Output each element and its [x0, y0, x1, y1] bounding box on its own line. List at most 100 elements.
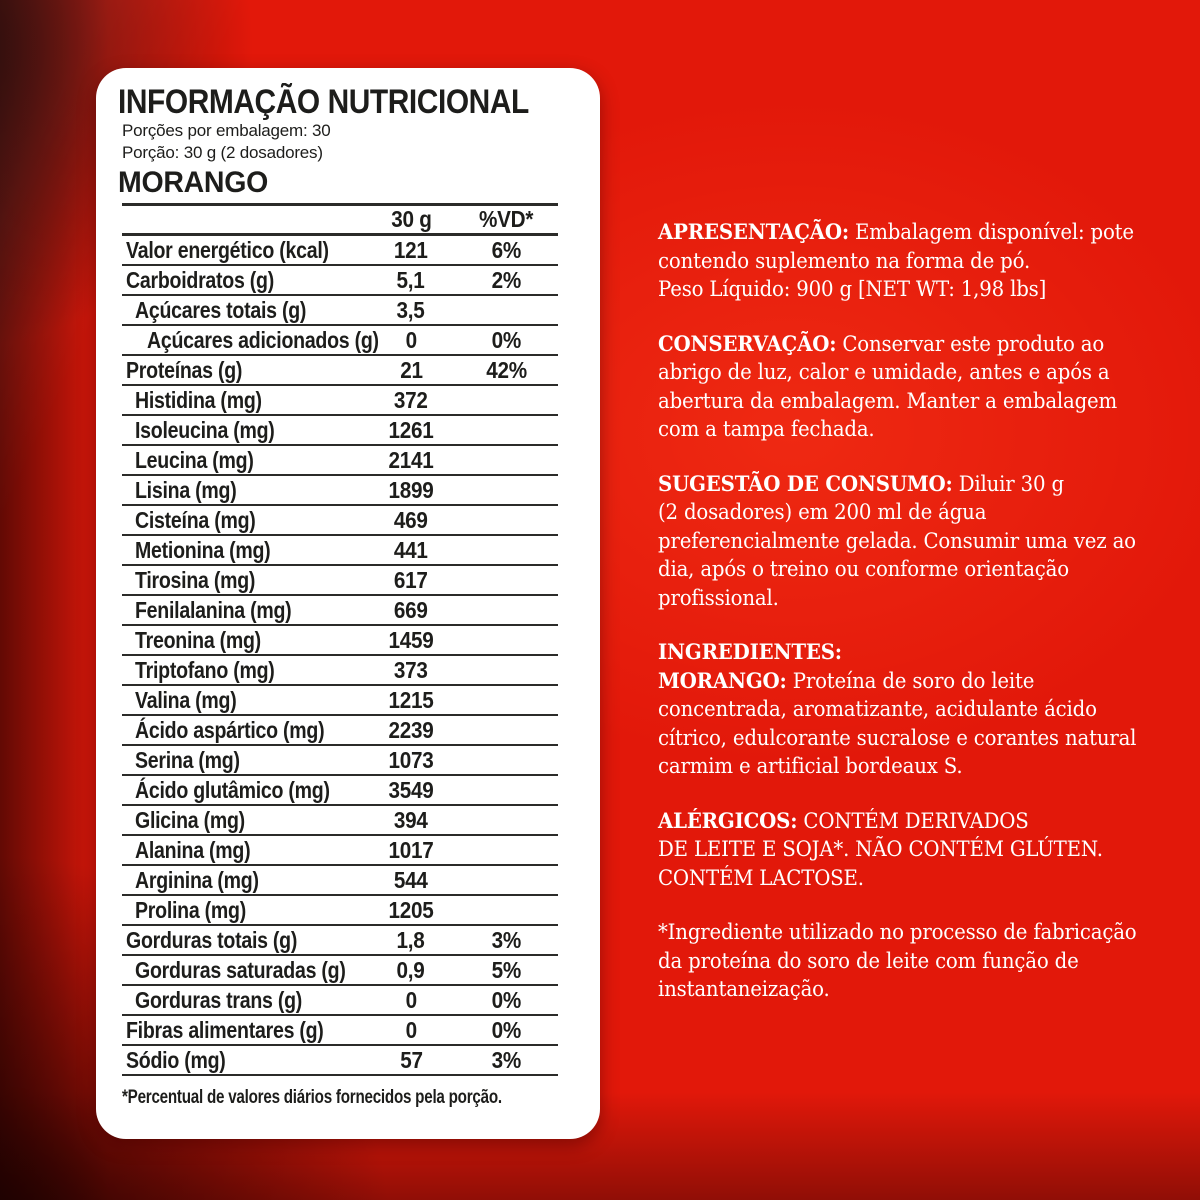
nutrient-amount: 1073	[388, 746, 434, 773]
table-row: Gorduras totais (g) 1,8 3%	[122, 925, 558, 956]
table-row: Cisteína (mg) 469	[122, 505, 558, 536]
nutrient-name: Sódio (mg)	[126, 1046, 226, 1073]
nutrient-name: Proteínas (g)	[126, 356, 243, 383]
table-row: Leucina (mg) 2141	[122, 445, 558, 476]
table-row: Gorduras trans (g) 0 0%	[122, 985, 558, 1016]
nutrient-name: Isoleucina (mg)	[135, 416, 275, 443]
nutrient-amount: 21	[399, 356, 423, 383]
nutrient-name: Açúcares adicionados (g)	[147, 326, 379, 353]
table-row: Ácido aspártico (mg) 2239	[122, 715, 558, 746]
nutrient-name: Açúcares totais (g)	[135, 296, 307, 323]
column-header: %VD*	[455, 203, 558, 236]
nutrient-dv-percent: 6%	[491, 236, 522, 263]
nutrient-amount: 544	[394, 866, 428, 893]
nutrient-name: Treonina (mg)	[135, 626, 261, 653]
table-row: Isoleucina (mg) 1261	[122, 415, 558, 446]
nutrient-name: Valor energético (kcal)	[126, 236, 329, 263]
footnote: *Percentual de valores diários fornecido…	[122, 1087, 502, 1108]
info-paragraph-label: SUGESTÃO DE CONSUMO:	[658, 470, 953, 496]
nutrient-name: Ácido glutâmico (mg)	[135, 776, 330, 803]
nutrient-name: Alanina (mg)	[135, 836, 251, 863]
info-paragraph-label: INGREDIENTES:	[658, 639, 842, 664]
nutrient-name: Gorduras saturadas (g)	[135, 956, 346, 983]
nutrient-amount: 372	[394, 386, 428, 413]
serving-size: Porção: 30 g (2 dosadores)	[122, 143, 323, 162]
info-paragraph-label: CONSERVAÇÃO:	[658, 330, 837, 356]
nutrient-name: Gorduras trans (g)	[135, 986, 303, 1013]
info-paragraph: *Ingrediente utilizado no processo de fa…	[658, 920, 1137, 1001]
nutrition-title: INFORMAÇÃO NUTRICIONAL	[118, 83, 529, 121]
column-header-label: %VD*	[479, 206, 534, 232]
nutrient-amount: 1899	[388, 476, 434, 503]
nutrient-name: Serina (mg)	[135, 746, 240, 773]
column-header: 30 g	[367, 203, 455, 236]
info-paragraph-label: ALÉRGICOS:	[658, 807, 798, 833]
nutrient-amount: 617	[394, 566, 428, 593]
nutrient-amount: 121	[394, 236, 428, 263]
nutrient-amount: 0,9	[397, 956, 425, 983]
table-row: Lisina (mg) 1899	[122, 475, 558, 506]
table-row: Valina (mg) 1215	[122, 685, 558, 716]
table-header-row: 30 g %VD*	[122, 203, 558, 236]
table-row: Valor energético (kcal) 121 6%	[122, 234, 558, 266]
nutrient-amount: 5,1	[397, 266, 425, 293]
nutrient-name: Leucina (mg)	[135, 446, 254, 473]
nutrition-table: 30 g %VD* Valor energético (kcal) 121 6% Car…	[122, 203, 558, 1076]
table-row: Alanina (mg) 1017	[122, 835, 558, 866]
info-paragraph-label: MORANGO:	[658, 667, 787, 693]
nutrient-name: Tirosina (mg)	[135, 566, 256, 593]
table-row: Tirosina (mg) 617	[122, 565, 558, 596]
table-row: Carboidratos (g) 5,1 2%	[122, 265, 558, 296]
info-panel: APRESENTAÇÃO: Embalagem disponível: pote…	[658, 218, 1137, 1030]
table-row: Treonina (mg) 1459	[122, 625, 558, 656]
nutrient-name: Histidina (mg)	[135, 386, 262, 413]
table-row: Açúcares adicionados (g) 0 0%	[122, 325, 558, 356]
nutrient-amount: 0	[405, 326, 417, 353]
nutrient-amount: 1017	[388, 836, 434, 863]
nutrient-amount: 1,8	[397, 926, 425, 953]
nutrient-name: Arginina (mg)	[135, 866, 259, 893]
nutrient-name: Metionina (mg)	[135, 536, 271, 563]
nutrient-dv-percent: 0%	[491, 1016, 522, 1043]
nutrient-name: Fibras alimentares (g)	[126, 1016, 324, 1043]
nutrient-dv-percent: 3%	[491, 926, 522, 953]
nutrient-name: Gorduras totais (g)	[126, 926, 298, 953]
servings-per-package: Porções por embalagem: 30	[122, 121, 331, 140]
info-paragraph: MORANGO: Proteína de soro do leite conce…	[658, 667, 1137, 779]
nutrient-name: Ácido aspártico (mg)	[135, 716, 325, 743]
info-paragraph: CONSERVAÇÃO: Conservar este produto ao a…	[658, 330, 1118, 442]
table-row: Gorduras saturadas (g) 0,9 5%	[122, 955, 558, 986]
table-body: Valor energético (kcal) 121 6% Carboidratos…	[122, 234, 558, 1076]
nutrient-name: Glicina (mg)	[135, 806, 245, 833]
nutrient-amount: 669	[394, 596, 428, 623]
nutrient-name: Lisina (mg)	[135, 476, 237, 503]
table-row: Fibras alimentares (g) 0 0%	[122, 1015, 558, 1046]
nutrient-amount: 469	[394, 506, 428, 533]
nutrient-amount: 0	[405, 1016, 417, 1043]
table-row: Açúcares totais (g) 3,5	[122, 295, 558, 326]
table-row: Glicina (mg) 394	[122, 805, 558, 836]
table-row: Metionina (mg) 441	[122, 535, 558, 566]
nutrient-dv-percent: 0%	[491, 986, 522, 1013]
nutrient-name: Cisteína (mg)	[135, 506, 256, 533]
nutrient-name: Fenilalanina (mg)	[135, 596, 292, 623]
nutrient-amount: 2239	[388, 716, 434, 743]
table-row: Prolina (mg) 1205	[122, 895, 558, 926]
info-paragraph: INGREDIENTES:	[658, 638, 1128, 667]
nutrient-amount: 441	[394, 536, 428, 563]
column-header-label: 30 g	[390, 206, 432, 232]
table-row: Sódio (mg) 57 3%	[122, 1045, 558, 1076]
nutrient-dv-percent: 42%	[486, 356, 527, 383]
nutrient-amount: 1459	[388, 626, 434, 653]
nutrient-amount: 0	[405, 986, 417, 1013]
nutrient-name: Triptofano (mg)	[135, 656, 275, 683]
nutrient-amount: 394	[394, 806, 428, 833]
column-header	[122, 203, 367, 236]
info-paragraph: SUGESTÃO DE CONSUMO: Diluir 30 g (2 dosa…	[658, 470, 1136, 610]
nutrient-amount: 3,5	[397, 296, 425, 323]
nutrient-dv-percent: 2%	[491, 266, 522, 293]
info-paragraph: ALÉRGICOS: CONTÉM DERIVADOS DE LEITE E S…	[658, 807, 1103, 890]
nutrient-name: Prolina (mg)	[135, 896, 246, 923]
nutrient-name: Valina (mg)	[135, 686, 237, 713]
